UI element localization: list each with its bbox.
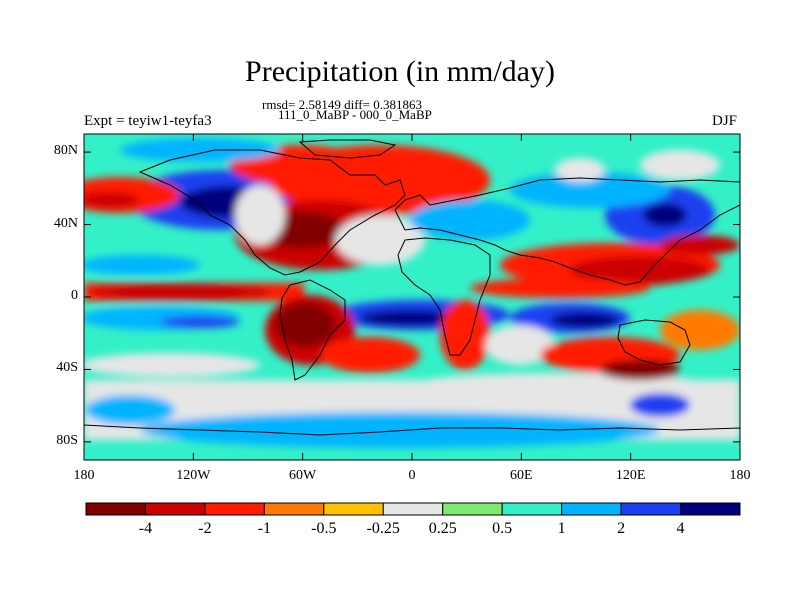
case-subtitle: 111_0_MaBP - 000_0_MaBP	[278, 107, 432, 122]
colorbar-swatch	[204, 502, 265, 516]
axis-ticks	[83, 134, 741, 460]
experiment-label: Expt = teyiw1-teyfa3	[84, 113, 212, 129]
season-label: DJF	[711, 113, 737, 129]
colorbar-swatch	[561, 502, 622, 516]
continent-outlines	[84, 139, 740, 460]
colorbar-swatch	[263, 502, 325, 516]
colorbar	[85, 502, 741, 516]
y-tick-label: 80N	[53, 143, 78, 159]
colorbar-label: 4	[676, 520, 685, 537]
x-tick-label: 180	[73, 468, 95, 483]
x-tick-label: 120W	[176, 468, 211, 483]
colorbar-label: 0.5	[492, 520, 513, 537]
colorbar-swatch	[442, 502, 503, 516]
colorbar-label: 2	[617, 520, 626, 537]
precipitation-field	[84, 134, 740, 460]
x-tick-label: 120E	[615, 468, 646, 483]
chart-title: Precipitation (in mm/day)	[245, 55, 555, 88]
colorbar-label: -0.5	[311, 520, 337, 537]
y-tick-label: 80S	[56, 432, 78, 448]
x-tick-label: 60E	[510, 468, 533, 483]
x-tick-label: 180	[729, 468, 751, 483]
colorbar-label: -2	[198, 520, 212, 537]
colorbar-label: -4	[138, 520, 153, 537]
y-tick-label: 40S	[56, 360, 78, 376]
y-tick-label: 0	[71, 288, 78, 303]
colorbar-swatch	[620, 502, 682, 516]
colorbar-label: 0.25	[428, 520, 457, 537]
colorbar-label: -1	[257, 520, 272, 537]
stats-subtitle: rmsd= 2.58149 diff= 0.381863	[262, 97, 422, 112]
colorbar-label: 1	[557, 520, 566, 537]
colorbar-swatch	[144, 502, 206, 516]
x-tick-label: 60W	[289, 468, 317, 483]
x-tick-label: 0	[408, 468, 416, 483]
colorbar-swatch	[501, 502, 563, 516]
colorbar-label: -0.25	[366, 520, 400, 537]
colorbar-swatch	[85, 502, 146, 516]
colorbar-swatch	[680, 502, 741, 516]
y-tick-label: 40N	[53, 215, 78, 231]
colorbar-swatch	[382, 502, 444, 516]
colorbar-swatch	[323, 502, 384, 516]
